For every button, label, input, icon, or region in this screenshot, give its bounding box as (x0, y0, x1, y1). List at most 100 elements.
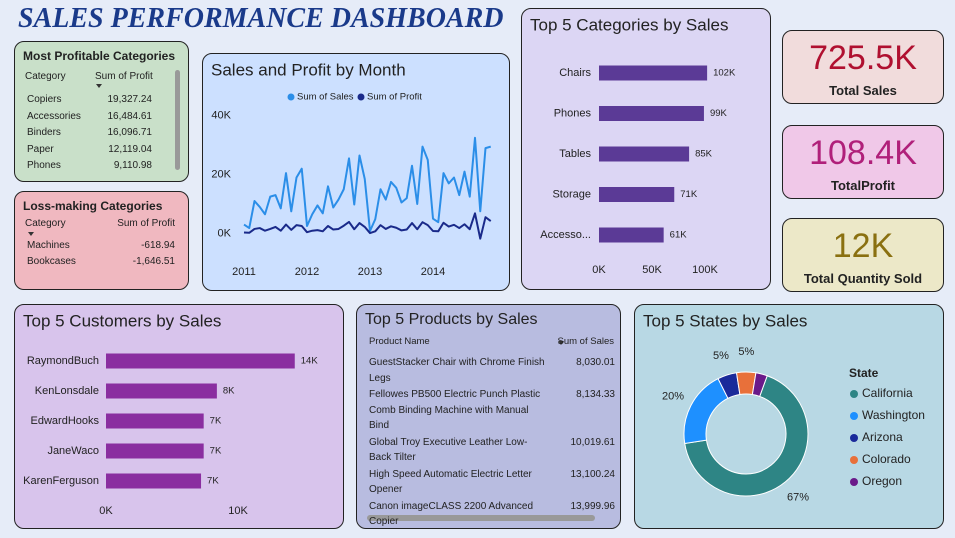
row-label: Bookcases (27, 256, 76, 267)
legend-marker (850, 390, 858, 398)
data-label: 99K (710, 108, 728, 119)
kpi-card: 108.4K TotalProfit (782, 125, 944, 199)
legend-label: Colorado (862, 452, 911, 466)
category-label: KenLonsdale (35, 385, 99, 397)
row-value: 16,484.61 (107, 110, 153, 122)
scrollbar (367, 515, 595, 521)
legend-marker (850, 478, 858, 486)
product-row: Canon imageCLASS 2200 Advanced Copier 13,… (369, 499, 615, 529)
panel-title: Most Profitable Categories (23, 49, 176, 63)
data-label: 5% (713, 350, 729, 362)
legend-label: Sum of Sales (297, 92, 354, 103)
legend-marker (287, 93, 295, 101)
product-value: 10,019.61 (570, 436, 616, 448)
kpi-value: 725.5K (809, 39, 917, 77)
legend-label: Sum of Profit (367, 92, 422, 103)
product-name: Global Troy Executive Leather Low-Back T… (369, 436, 528, 464)
x-tick-label: 2012 (295, 266, 319, 278)
bar (106, 383, 217, 399)
legend-marker (850, 434, 858, 442)
bar-chart: Top 5 Categories by Sales 0K 50K 100K Chairs… (530, 15, 736, 276)
column-header: Category (25, 218, 66, 229)
kpi-card: 725.5K Total Sales (782, 30, 944, 104)
legend-label: Washington (862, 408, 925, 422)
category-label: KarenFerguson (23, 475, 99, 487)
bar (599, 227, 664, 243)
kpi-label: TotalProfit (830, 178, 896, 193)
x-tick-label: 10K (228, 505, 248, 517)
states-panel: Top 5 States by Sales 67% California 20% Was… (634, 304, 944, 529)
legend-marker (357, 93, 365, 101)
data-label: 7K (210, 416, 222, 427)
column-header: Sum of Sales (557, 336, 615, 347)
row-label: Phones (27, 160, 61, 171)
product-name: Fellowes PB500 Electric Punch Plastic Co… (369, 389, 541, 431)
kpi-label: Total Sales (829, 83, 897, 98)
loss-panel: Loss-making Categories Category Sum of Pr… (14, 191, 189, 290)
data-label: 61K (670, 230, 688, 241)
product-row: High Speed Automatic Electric Letter Ope… (369, 467, 615, 498)
x-tick-label: 50K (642, 264, 662, 276)
row-label: Binders (27, 127, 61, 138)
row-value: -1,646.51 (132, 256, 175, 267)
data-label: 7K (207, 476, 219, 487)
products-panel: Top 5 Products by Sales Product Name Sum … (356, 304, 621, 529)
donut-slice (683, 377, 729, 445)
data-label: 85K (695, 149, 713, 160)
legend-marker (850, 456, 858, 464)
row-value: 9,110.98 (113, 160, 152, 171)
row-label: Machines (27, 240, 70, 251)
category-label: Tables (559, 148, 591, 160)
series-line (243, 212, 492, 240)
product-row: Global Troy Executive Leather Low-Back T… (369, 435, 615, 466)
legend-label: Oregon (862, 474, 902, 488)
column-header: Sum of Profit (117, 218, 175, 229)
legend-marker (850, 412, 858, 420)
panel-title: Loss-making Categories (23, 199, 163, 213)
x-tick-label: 0K (592, 264, 606, 276)
bar-chart: Top 5 Customers by Sales 0K 10K RaymondBuch… (23, 311, 318, 517)
bar (106, 443, 204, 459)
x-tick-label: 0K (99, 505, 113, 517)
legend-label: Arizona (862, 430, 903, 444)
product-name: High Speed Automatic Electric Letter Ope… (369, 468, 532, 496)
data-label: 8K (223, 386, 235, 397)
chart-title: Top 5 Customers by Sales (23, 311, 221, 330)
panel-title: Top 5 Products by Sales (365, 311, 538, 328)
data-label: 20% (662, 390, 684, 402)
bar (599, 146, 690, 162)
x-tick-label: 2013 (358, 266, 382, 278)
donut-chart: Top 5 States by Sales 67% California 20% Was… (643, 311, 925, 503)
category-label: RaymondBuch (27, 355, 99, 367)
dashboard-title: SALES PERFORMANCE DASHBOARD (18, 3, 504, 34)
sort-arrow (28, 232, 34, 236)
product-name: Canon imageCLASS 2200 Advanced Copier (369, 500, 534, 528)
chart-title: Sales and Profit by Month (211, 60, 406, 79)
chart-title: Top 5 Categories by Sales (530, 15, 728, 34)
product-rows: GuestStacker Chair with Chrome Finish Le… (369, 355, 615, 529)
customer-panel: Top 5 Customers by Sales 0K 10K RaymondBuch… (14, 304, 344, 529)
column-header: Product Name (369, 336, 430, 347)
column-header: Category (25, 71, 66, 82)
bar (599, 65, 708, 81)
product-value: 13,100.24 (570, 468, 616, 480)
data-label: 71K (680, 189, 698, 200)
data-label: 67% (787, 491, 809, 503)
donut-slice (751, 372, 768, 398)
y-tick-label: 20K (211, 168, 231, 180)
legend-title: State (849, 366, 879, 380)
x-tick-label: 2014 (421, 266, 445, 278)
row-value: -618.94 (141, 240, 175, 251)
kpi-card: 12K Total Quantity Sold (782, 218, 944, 292)
bar (106, 353, 295, 369)
data-label: 5% (738, 346, 754, 358)
row-label: Accessories (27, 110, 81, 122)
legend-label: California (862, 386, 913, 400)
category-label: Phones (554, 107, 592, 119)
category-label: Storage (552, 188, 591, 200)
x-tick-label: 100K (692, 264, 718, 276)
data-label: 7K (210, 446, 222, 457)
bar (599, 187, 675, 202)
y-tick-label: 0K (218, 227, 232, 239)
